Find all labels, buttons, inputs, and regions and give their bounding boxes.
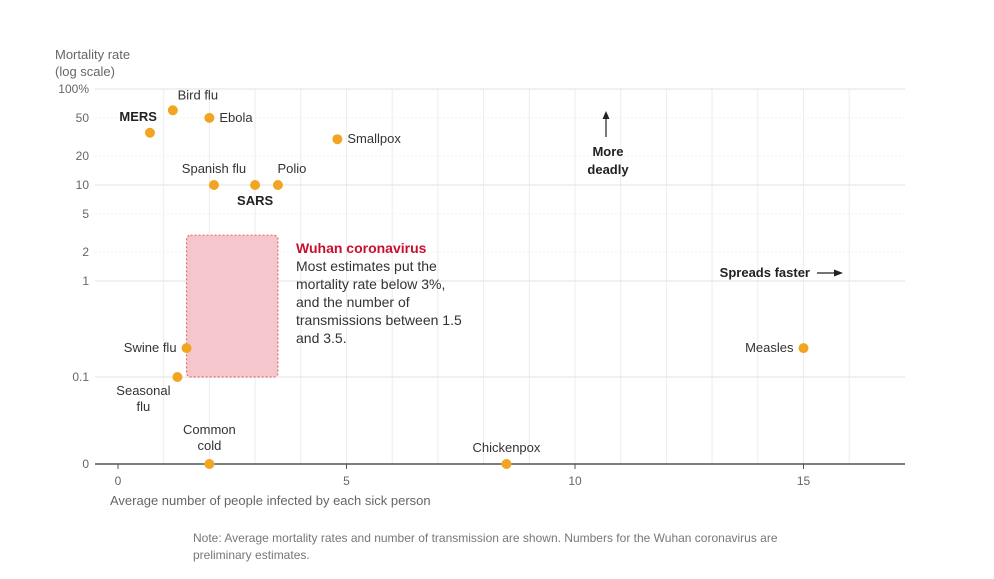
wuhan-callout-title: Wuhan coronavirus <box>296 240 427 256</box>
label-smallpox: Smallpox <box>347 131 401 146</box>
label-bird-flu: Bird flu <box>178 87 218 102</box>
wuhan-callout: Wuhan coronavirus Most estimates put the… <box>296 239 471 347</box>
x-axis-label: Average number of people infected by eac… <box>110 493 431 508</box>
y-tick-100: 100% <box>58 82 89 96</box>
spreads-faster-arrow-head <box>834 269 843 277</box>
x-tick-0: 0 <box>115 474 122 488</box>
more-deadly-label-line1: More <box>592 144 623 159</box>
y-tick-2: 2 <box>82 245 89 259</box>
label-common-cold-line2: cold <box>197 438 221 453</box>
spreads-faster-label: Spreads faster <box>720 265 810 280</box>
point-swine-flu <box>181 343 192 354</box>
label-swine-flu: Swine flu <box>124 340 177 355</box>
point-polio <box>272 180 283 190</box>
point-bird-flu <box>167 105 178 116</box>
point-measles <box>798 343 809 354</box>
x-tick-15: 15 <box>797 474 811 488</box>
y-tick-0-1: 0.1 <box>72 370 89 384</box>
more-deadly-label-line2: deadly <box>587 162 629 177</box>
point-smallpox <box>332 134 343 145</box>
label-seasonal-flu-line1: Seasonal <box>116 383 170 398</box>
y-axis-label-line2: (log scale) <box>55 64 115 79</box>
label-common-cold-line1: Common <box>183 422 236 437</box>
point-ebola <box>204 112 215 123</box>
y-tick-20: 20 <box>76 149 90 163</box>
label-ebola: Ebola <box>219 110 253 125</box>
y-axis-label: Mortality rate (log scale) <box>55 46 130 80</box>
label-seasonal-flu-line2: flu <box>137 399 151 414</box>
wuhan-highlight-region <box>185 234 279 378</box>
point-spanish-flu <box>208 180 219 190</box>
point-chickenpox <box>501 459 512 469</box>
chart-note: Note: Average mortality rates and number… <box>193 531 778 562</box>
y-tick-50: 50 <box>76 111 90 125</box>
label-mers: MERS <box>119 109 157 124</box>
more-deadly-arrow-head <box>602 111 610 119</box>
y-tick-5: 5 <box>82 207 89 221</box>
x-tick-10: 10 <box>568 474 582 488</box>
point-mers <box>144 127 155 138</box>
label-spanish-flu: Spanish flu <box>182 161 246 176</box>
point-seasonal-flu <box>172 372 183 382</box>
label-polio: Polio <box>277 161 306 176</box>
label-chickenpox: Chickenpox <box>472 440 540 455</box>
wuhan-callout-text: Most estimates put the mortality rate be… <box>296 258 462 346</box>
y-tick-1: 1 <box>82 274 89 288</box>
y-tick-10: 10 <box>76 178 90 192</box>
x-tick-5: 5 <box>343 474 350 488</box>
point-common-cold <box>204 459 215 469</box>
y-tick-zero: 0 <box>82 457 89 471</box>
label-sars: SARS <box>237 193 273 208</box>
label-measles: Measles <box>745 340 794 355</box>
y-axis-label-line1: Mortality rate <box>55 47 131 62</box>
point-sars <box>250 180 261 190</box>
